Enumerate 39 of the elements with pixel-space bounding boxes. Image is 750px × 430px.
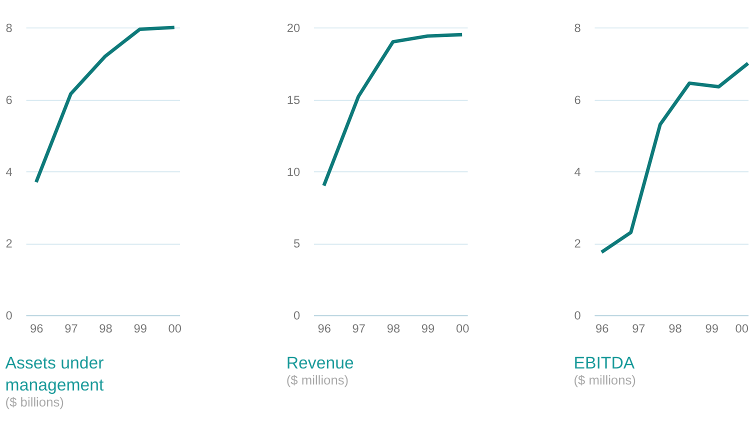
y-tick-label: 4 xyxy=(6,164,13,179)
y-tick-label: 10 xyxy=(286,164,300,179)
y-tick-label: 0 xyxy=(293,308,300,323)
y-tick-label: 5 xyxy=(293,236,300,251)
y-tick-label: 6 xyxy=(6,92,13,107)
x-tick-label: 00 xyxy=(735,322,749,336)
x-tick-label: 97 xyxy=(64,322,78,336)
x-tick-label: 00 xyxy=(168,322,182,336)
y-tick-label: 6 xyxy=(574,92,582,107)
y-tick-label: 8 xyxy=(574,20,582,35)
x-tick-label: 97 xyxy=(352,322,366,336)
x-tick-label: 99 xyxy=(134,322,148,336)
text: ($ millions) xyxy=(574,372,636,388)
y-tick-label: 8 xyxy=(6,20,13,35)
text: Assets under management xyxy=(5,354,104,395)
x-tick-label: 98 xyxy=(99,322,113,336)
text: ($ billions) xyxy=(5,394,64,410)
line-series xyxy=(34,26,176,184)
x-tick-label: 96 xyxy=(30,322,44,336)
x-tick-label: 99 xyxy=(705,322,719,336)
x-tick-label: 98 xyxy=(668,322,682,336)
y-tick-label: 0 xyxy=(574,308,582,323)
x-tick-label: 96 xyxy=(595,322,610,336)
x-tick-label: 99 xyxy=(421,322,436,336)
text: Revenue xyxy=(286,354,354,373)
x-tick-label: 96 xyxy=(318,322,332,336)
text: EBITDA xyxy=(574,354,636,373)
line-series xyxy=(600,62,750,254)
y-tick-label: 15 xyxy=(286,92,300,107)
x-tick-label: 98 xyxy=(386,322,400,336)
line-series xyxy=(322,32,464,188)
y-tick-label: 2 xyxy=(6,236,13,251)
y-tick-label: 20 xyxy=(286,20,300,35)
x-tick-label: 00 xyxy=(456,322,470,336)
text: ($ millions) xyxy=(286,372,349,388)
y-tick-label: 2 xyxy=(574,236,582,251)
x-tick-label: 97 xyxy=(632,322,646,336)
y-tick-label: 0 xyxy=(6,308,13,323)
y-tick-label: 4 xyxy=(574,164,582,179)
